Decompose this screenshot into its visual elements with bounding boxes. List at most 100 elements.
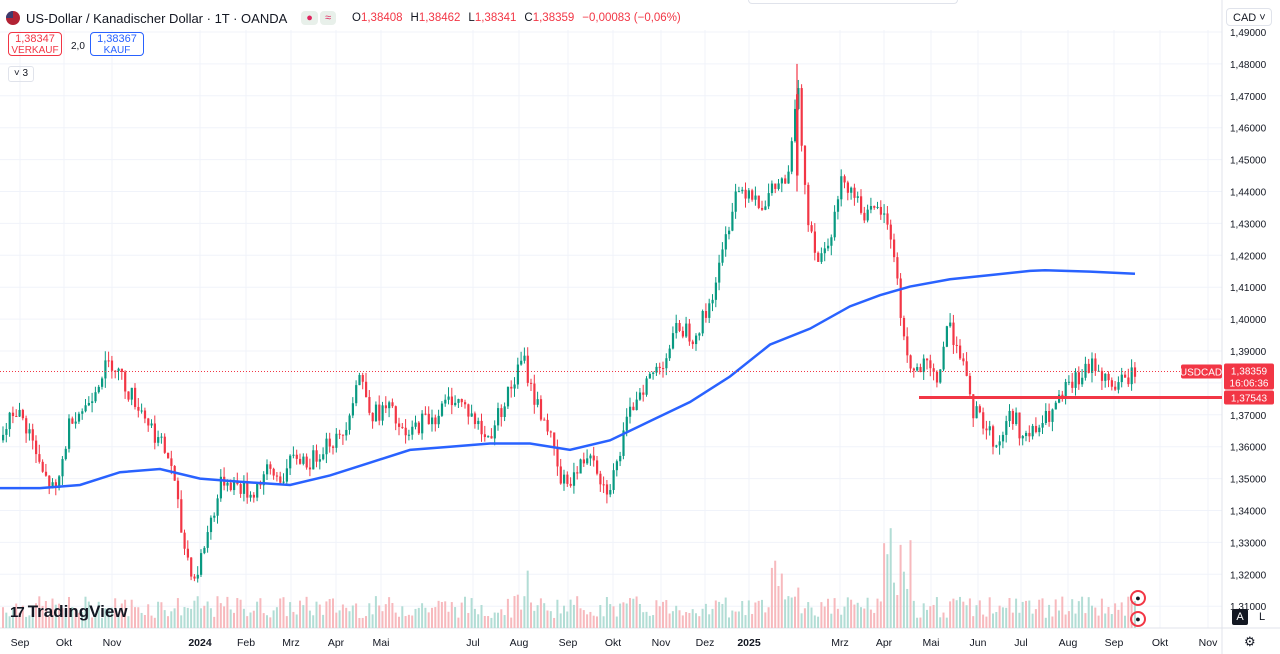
x-tick-label: Nov xyxy=(652,637,671,649)
volume-bar xyxy=(318,604,321,628)
volume-bar xyxy=(691,609,694,628)
volume-bar xyxy=(695,613,697,628)
volume-bar xyxy=(64,608,67,628)
auto-scale-button[interactable]: A xyxy=(1232,609,1248,625)
candle-body xyxy=(563,474,566,484)
volume-bar xyxy=(209,608,212,628)
volume-bar xyxy=(48,616,51,628)
currency-selector[interactable]: CAD ˅ xyxy=(1226,8,1272,26)
symbol-label: USDCAD xyxy=(1180,367,1222,378)
volume-bar xyxy=(110,607,113,628)
volume-bar xyxy=(724,597,727,628)
volume-bar xyxy=(790,597,793,628)
volume-bar xyxy=(11,608,14,628)
volume-bar xyxy=(35,603,37,628)
volume-bar xyxy=(338,610,341,628)
candle-body xyxy=(275,475,279,477)
top-collapse-tab[interactable] xyxy=(748,0,958,4)
settings-gear-icon[interactable]: ⚙ xyxy=(1244,634,1256,649)
volume-bar xyxy=(1041,598,1044,628)
indicators-collapse-button[interactable]: ˅ 3 xyxy=(8,66,34,82)
candle-body xyxy=(21,409,24,419)
tradingview-logo[interactable]: 17 TradingView xyxy=(10,602,128,622)
sell-button[interactable]: 1,38347 VERKAUF xyxy=(8,32,62,56)
candle-body xyxy=(1001,434,1005,442)
volume-bar xyxy=(741,601,744,628)
volume-bar xyxy=(919,617,922,628)
candle-body xyxy=(110,360,114,371)
candle-body xyxy=(909,355,912,369)
candle-body xyxy=(355,385,358,404)
volume-bar xyxy=(1084,613,1087,628)
candle-body xyxy=(704,310,708,318)
volume-bar xyxy=(685,612,688,628)
buy-button[interactable]: 1,38367 KAUF xyxy=(90,32,144,56)
candle-body xyxy=(952,322,955,345)
candle-body xyxy=(1130,367,1133,385)
volume-bar xyxy=(107,607,110,628)
x-tick-label: Mai xyxy=(373,637,390,649)
ca-flag-icon[interactable]: ● xyxy=(1130,590,1146,606)
candle-body xyxy=(398,423,401,427)
volume-bar xyxy=(332,598,334,628)
candle-body xyxy=(1100,370,1104,381)
volume-bar xyxy=(269,617,272,628)
candle-body xyxy=(569,483,572,486)
candle-body xyxy=(939,369,942,383)
candle-body xyxy=(737,191,741,193)
volume-bar xyxy=(1034,609,1037,628)
volume-bar xyxy=(978,600,981,628)
ohlc-values: O1,38408 H1,38462 L1,38341 C1,38359 −0,0… xyxy=(352,12,681,24)
volume-bar xyxy=(308,610,311,628)
volume-bar xyxy=(586,614,589,628)
volume-bar xyxy=(417,607,420,628)
volume-bar xyxy=(530,602,532,628)
volume-bar xyxy=(223,606,226,628)
volume-bar xyxy=(18,612,21,628)
candle-body xyxy=(140,410,143,412)
volume-bar xyxy=(101,617,103,628)
volume-bar xyxy=(272,610,275,628)
volume-bar xyxy=(777,586,780,628)
volume-bar xyxy=(774,560,777,628)
candle-body xyxy=(48,475,51,489)
candle-body xyxy=(995,445,998,447)
symbol-title[interactable]: US-Dollar / Kanadischer Dollar · 1T · OA… xyxy=(26,10,288,26)
volume-bar xyxy=(681,615,684,628)
indicator-pill[interactable]: ● ≈ xyxy=(301,11,336,25)
candle-body xyxy=(754,195,757,200)
volume-bar xyxy=(803,608,806,628)
candle-body xyxy=(335,433,338,448)
candle-body xyxy=(510,386,513,389)
candle-body xyxy=(751,190,754,200)
candle-body xyxy=(107,360,110,362)
candle-body xyxy=(2,434,5,441)
volume-bar xyxy=(84,596,87,628)
candle-body xyxy=(77,413,81,422)
volume-bar xyxy=(130,599,133,628)
volume-bar xyxy=(226,596,229,628)
candle-body xyxy=(1005,421,1008,435)
candle-body xyxy=(678,323,681,331)
spread-value: 2,0 xyxy=(71,41,85,52)
us-flag-icon[interactable]: ● xyxy=(1130,611,1146,627)
candle-body xyxy=(414,422,417,427)
candle-body xyxy=(394,406,397,424)
volume-bar xyxy=(246,616,249,628)
log-scale-button[interactable]: L xyxy=(1258,611,1266,623)
volume-bar xyxy=(539,598,542,628)
volume-bar xyxy=(671,611,674,628)
volume-bar xyxy=(292,611,295,628)
volume-bar xyxy=(1097,615,1100,628)
candle-body xyxy=(328,438,331,447)
candle-body xyxy=(170,458,173,466)
volume-bar xyxy=(434,607,437,628)
y-tick-label: 1,43000 xyxy=(1230,219,1267,230)
candle-body xyxy=(1120,374,1123,383)
candle-body xyxy=(906,336,909,356)
volume-bar xyxy=(688,612,691,628)
candle-body xyxy=(843,176,846,183)
volume-bar xyxy=(701,608,704,628)
volume-bar xyxy=(163,610,166,628)
